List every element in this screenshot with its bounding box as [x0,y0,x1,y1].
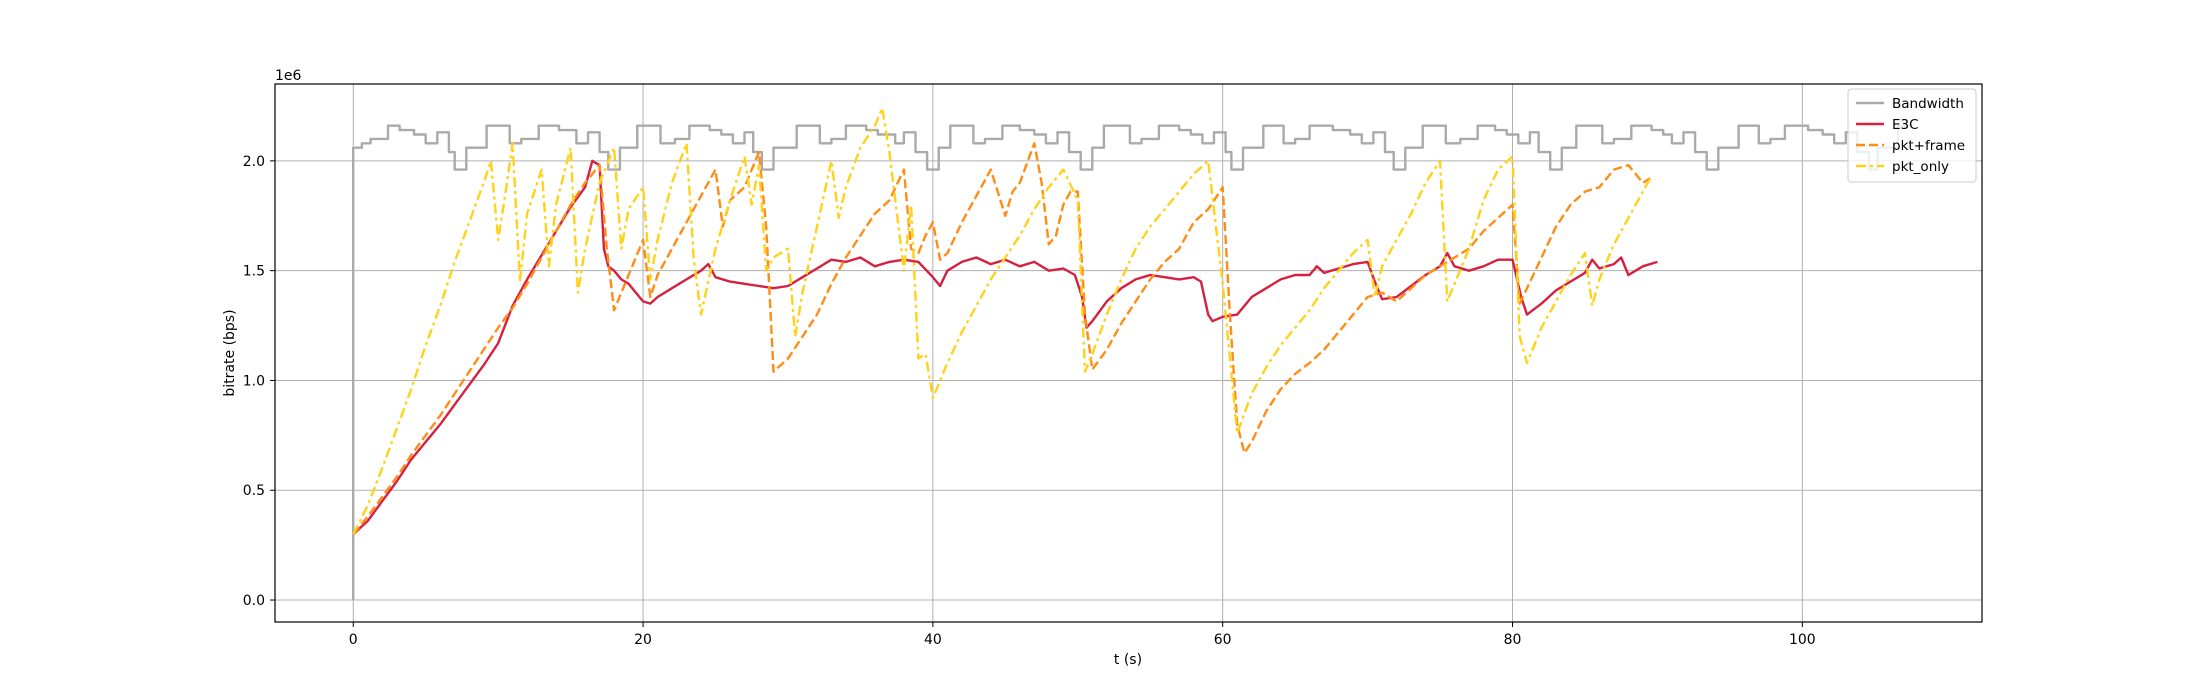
y-tick-label: 1.0 [243,373,265,389]
x-tick-label: 40 [924,632,942,648]
x-tick-label: 60 [1214,632,1232,648]
x-axis-label: t (s) [1114,652,1142,668]
y-tick-label: 0.0 [243,593,265,609]
legend-box [1847,88,1977,183]
y-tick-label: 1.5 [243,264,265,280]
grid [275,84,1982,622]
legend: Bandwidth E3C pkt+frame pkt_only [1847,88,1977,183]
legend-label: Bandwidth [1892,96,1964,112]
legend-label: pkt_only [1892,159,1949,175]
y-axis-label: bitrate (bps) [222,309,238,396]
x-tick-label: 80 [1504,632,1522,648]
series-line-pkt-frame [352,142,1651,535]
x-tick-label: 0 [349,632,358,648]
x-tick-label: 20 [634,632,652,648]
series-group [352,107,1913,600]
plot-area [275,84,1982,622]
y-ticks: 0.0 0.5 1.0 1.5 2.0 [243,154,275,609]
series-line-pkt-only [352,107,1652,535]
x-tick-label: 100 [1789,632,1816,648]
series-line-bandwidth [352,124,1913,600]
legend-label: pkt+frame [1892,138,1965,154]
y-scale-label: 1e6 [275,68,302,84]
plot-frame [274,83,1983,623]
x-ticks: 0 20 40 60 80 100 [349,622,1816,648]
legend-label: E3C [1892,117,1919,133]
y-tick-label: 2.0 [243,154,265,170]
y-tick-label: 0.5 [243,483,265,499]
